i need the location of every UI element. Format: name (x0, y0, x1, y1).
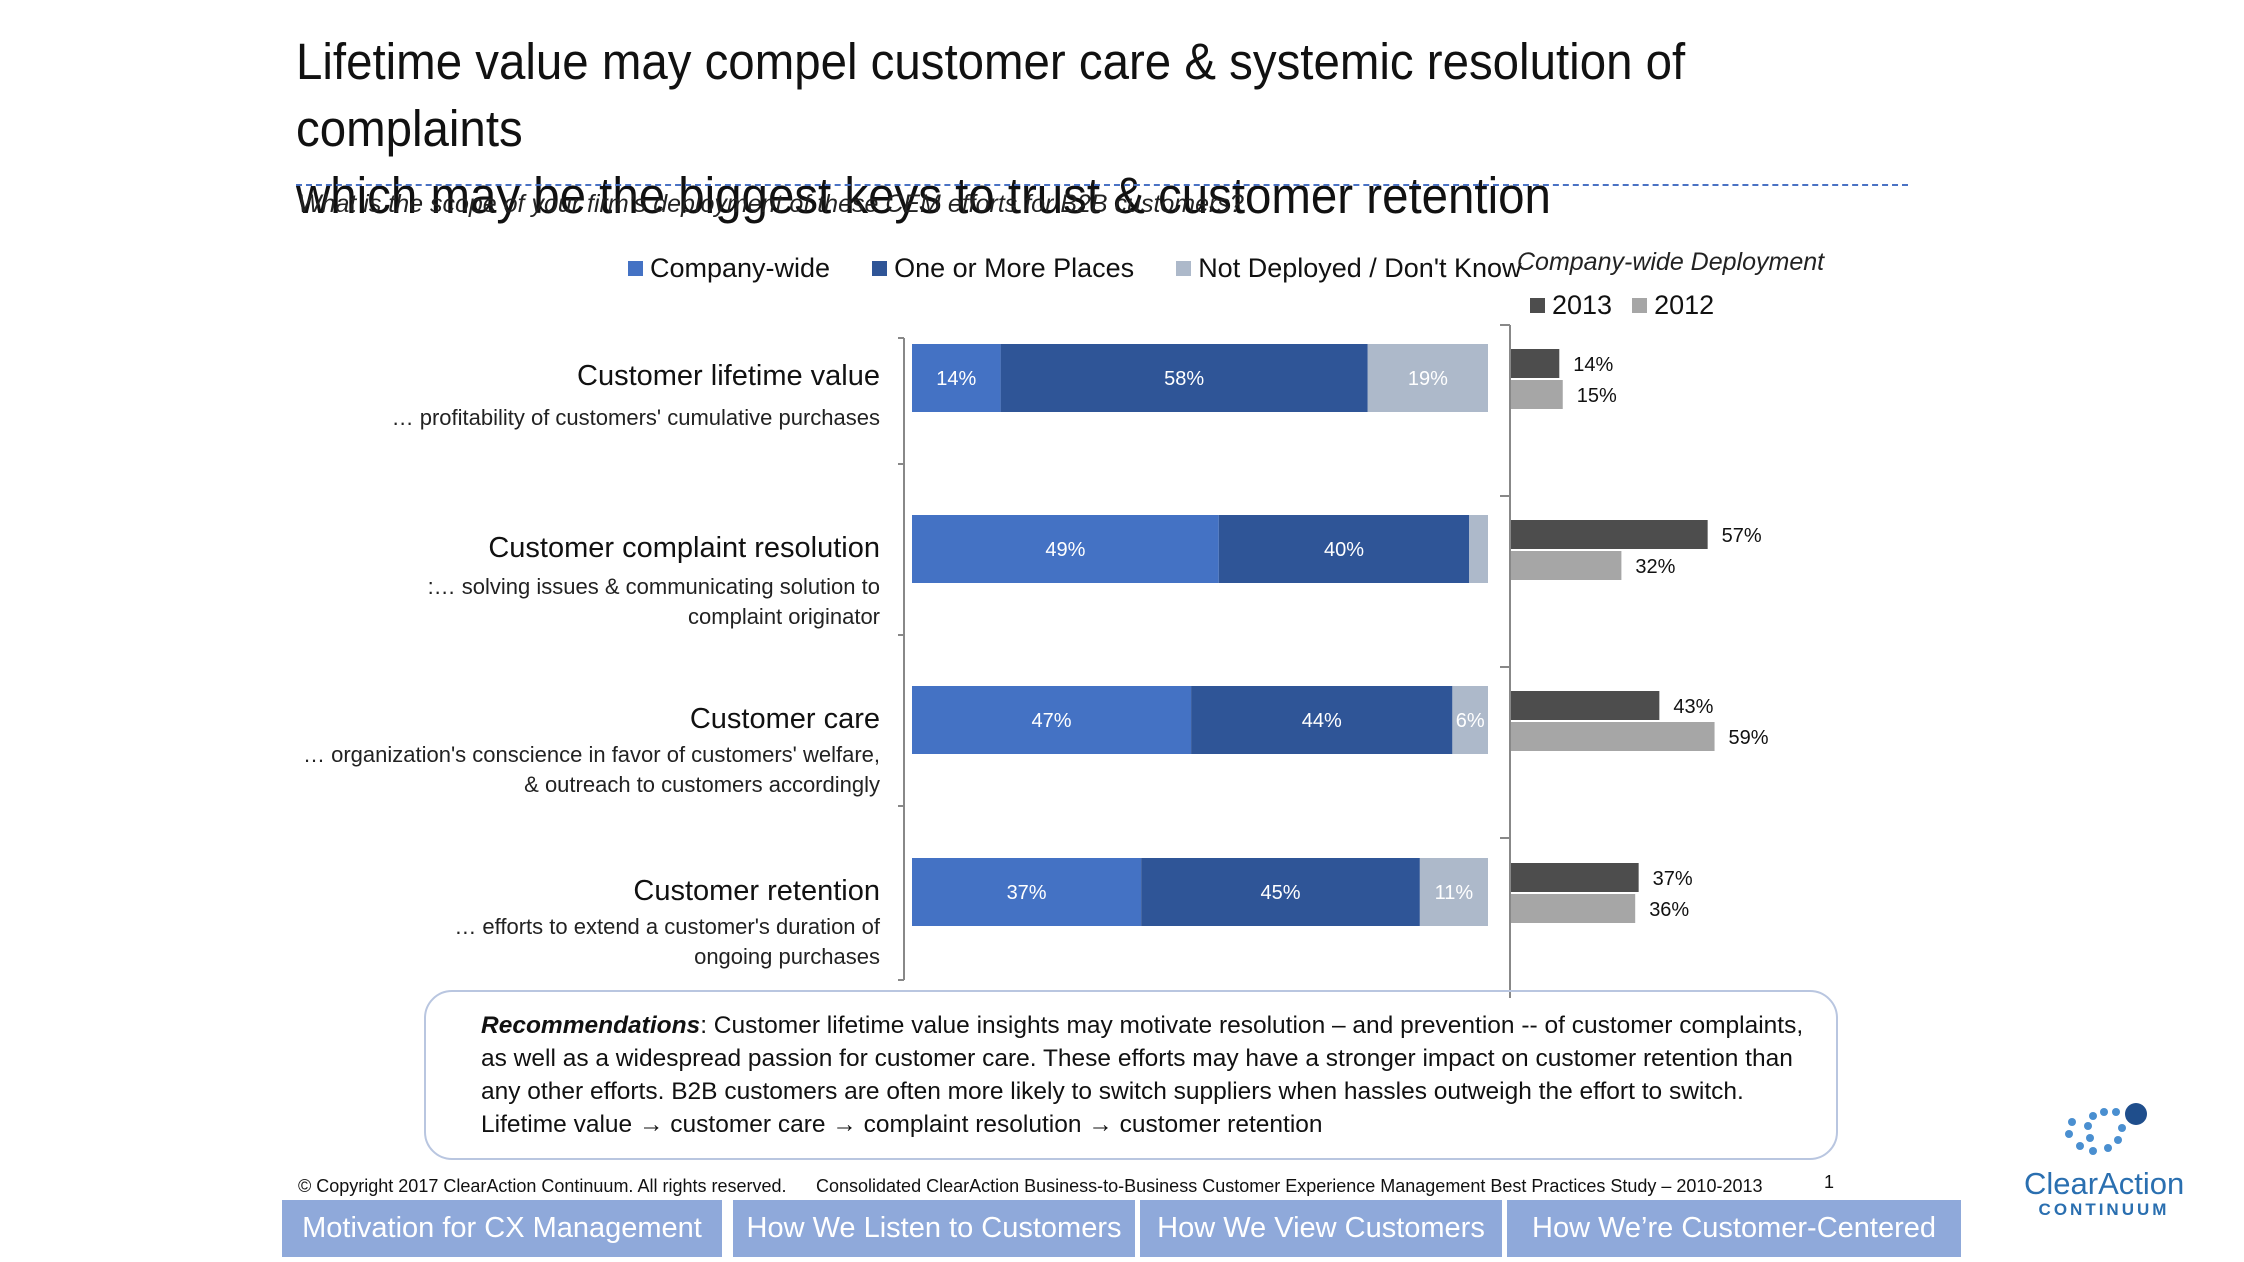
main-legend: Company-wide One or More Places Not Depl… (628, 253, 1564, 284)
title-line-2: which may be the biggest keys to trust &… (296, 167, 1551, 224)
recommendations-flow: Lifetime value → customer care → complai… (481, 1111, 1323, 1138)
stacked-bar-segment (912, 515, 1219, 583)
nav-tab-view[interactable]: How We View Customers (1140, 1200, 1502, 1257)
bar-data-label: 45% (1261, 882, 1301, 904)
bar-data-label: 44% (1302, 710, 1342, 732)
legend-swatch (628, 261, 643, 276)
logo-subtitle: CONTINUUM (2038, 1200, 2170, 1219)
side-bar (1511, 722, 1715, 751)
bar-data-label: 19% (1408, 368, 1448, 390)
recommendations-body: : Customer lifetime value insights may m… (481, 1012, 1804, 1105)
copyright-notice: © Copyright 2017 ClearAction Continuum. … (298, 1176, 787, 1196)
bar-data-label: 14% (936, 368, 976, 390)
legend-item-company-wide: Company-wide (628, 253, 830, 284)
legend-label: One or More Places (894, 253, 1135, 283)
recommendations-label: Recommendations (481, 1012, 701, 1039)
description-line: … efforts to extend a customer's duratio… (454, 914, 880, 939)
side-bar (1511, 894, 1636, 923)
legend-item-2012: 2012 (1632, 290, 1714, 321)
description-line: complaint originator (688, 604, 880, 629)
legend-label: 2013 (1552, 290, 1613, 320)
stacked-bar-segment (1469, 515, 1488, 583)
category-description: … profitability of customers' cumulative… (280, 403, 880, 433)
bar-data-label: 47% (1032, 710, 1072, 732)
side-bar (1511, 349, 1560, 378)
legend-item-not-deployed: Not Deployed / Don't Know (1176, 253, 1522, 284)
survey-question: What is the scope of your firm’s deploym… (298, 190, 1244, 218)
logo-dots-icon (2065, 1103, 2147, 1155)
side-bar (1511, 380, 1563, 409)
stacked-bar-segment (1141, 858, 1420, 926)
bar-data-label: 49% (1045, 539, 1085, 561)
category-title: Customer lifetime value (577, 360, 880, 392)
page-title: Lifetime value may compel customer care … (296, 28, 1821, 229)
side-bar-label: 36% (1649, 899, 1689, 921)
side-chart-title: Company-wide Deployment (1517, 248, 1825, 276)
legend-swatch (872, 261, 888, 276)
legend-swatch (1530, 298, 1545, 313)
stacked-bar-segment (912, 858, 1142, 926)
nav-tab-listen[interactable]: How We Listen to Customers (733, 1200, 1135, 1257)
stacked-bar-segment (1000, 344, 1368, 412)
recommendations-text: Recommendations: Customer lifetime value… (481, 1009, 1811, 1141)
legend-item-one-or-more-places: One or More Places (872, 253, 1134, 284)
stacked-bar-segment (1452, 686, 1488, 754)
stacked-bar-segment (912, 344, 1001, 412)
stacked-bar-segment (1218, 515, 1470, 583)
side-bar-label: 32% (1635, 556, 1675, 578)
nav-tab-customer-centered[interactable]: How We’re Customer-Centered (1507, 1200, 1961, 1257)
side-bar-label: 37% (1653, 868, 1693, 890)
side-bar-label: 57% (1722, 525, 1762, 547)
side-bar (1511, 520, 1708, 549)
bar-data-label: 37% (1007, 882, 1047, 904)
stacked-bar-segment (912, 686, 1192, 754)
description-line: :… solving issues & communicating soluti… (427, 574, 880, 599)
side-bar-label: 43% (1673, 696, 1713, 718)
legend-label: Company-wide (650, 253, 831, 283)
bar-data-label: 11% (1435, 882, 1474, 904)
logo-name: ClearAction (2024, 1166, 2185, 1201)
stacked-bar-segment (1191, 686, 1453, 754)
bar-data-label: 58% (1164, 368, 1204, 390)
legend-label: 2012 (1654, 290, 1715, 320)
category-title: Customer retention (633, 875, 880, 907)
category-description: :… solving issues & communicating soluti… (280, 572, 880, 632)
side-bar-label: 14% (1573, 354, 1613, 376)
bar-data-label: 40% (1324, 539, 1364, 561)
category-description: … organization's conscience in favor of … (280, 740, 880, 800)
side-bar-label: 15% (1577, 385, 1617, 407)
description-line: … organization's conscience in favor of … (303, 742, 880, 767)
description-line: … profitability of customers' cumulative… (391, 405, 880, 430)
nav-tab-motivation[interactable]: Motivation for CX Management (282, 1200, 722, 1257)
stacked-bar-segment (1419, 858, 1488, 926)
description-line: & outreach to customers accordingly (524, 772, 880, 797)
title-line-1: Lifetime value may compel customer care … (296, 33, 1686, 157)
category-description: … efforts to extend a customer's duratio… (280, 912, 880, 972)
study-source: Consolidated ClearAction Business-to-Bus… (816, 1176, 1763, 1196)
legend-item-2013: 2013 (1530, 290, 1612, 321)
category-title: Customer complaint resolution (488, 532, 880, 564)
side-bar (1511, 551, 1622, 580)
bar-data-label: 6% (1456, 710, 1485, 732)
legend-swatch (1632, 298, 1648, 313)
side-bar (1511, 691, 1660, 720)
legend-label: Not Deployed / Don't Know (1198, 253, 1522, 283)
description-line: ongoing purchases (694, 944, 880, 969)
stacked-bar-segment (1367, 344, 1488, 412)
recommendations-box (424, 990, 1838, 1160)
side-legend: 2013 2012 (1530, 290, 1734, 321)
title-divider (296, 184, 1908, 186)
legend-swatch (1176, 261, 1192, 276)
page-number: 1 (1824, 1172, 1835, 1192)
category-title: Customer care (689, 703, 880, 735)
side-bar-label: 59% (1729, 727, 1769, 749)
side-bar (1511, 863, 1639, 892)
